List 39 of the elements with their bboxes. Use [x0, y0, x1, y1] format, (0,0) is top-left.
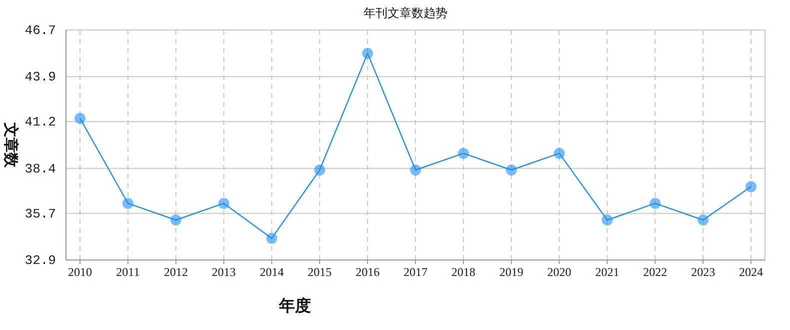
x-tick-label: 2016: [356, 265, 380, 279]
y-tick-label: 41.2: [24, 114, 56, 130]
point: [746, 181, 756, 192]
point: [698, 214, 709, 226]
x-tick-label: 2019: [499, 265, 524, 279]
point: [122, 198, 134, 209]
y-tick-label: 43.9: [24, 70, 56, 85]
point: [362, 48, 374, 59]
point: [74, 112, 86, 124]
point: [218, 198, 230, 209]
x-tick-label: 2020: [547, 265, 572, 279]
point: [650, 198, 661, 209]
x-tick-label: 2018: [451, 265, 476, 279]
chart-title: 年刊文章数趋势: [364, 6, 448, 20]
y-axis-title: 文章数: [2, 122, 20, 168]
point: [266, 232, 278, 244]
point: [458, 148, 469, 159]
point: [314, 164, 326, 176]
x-tick-label: 2015: [308, 265, 332, 279]
point: [602, 214, 613, 226]
x-axis-title: 年度: [278, 296, 311, 315]
x-tick-label: 2023: [691, 265, 716, 279]
x-tick-label: 2022: [643, 265, 668, 279]
y-tick-label: 38.4: [24, 161, 56, 176]
point: [170, 214, 182, 226]
x-tick-label: 2021: [595, 265, 620, 279]
x-tick-label: 2013: [212, 265, 236, 279]
y-tick-label: 46.7: [24, 23, 56, 38]
x-tick-label: 2014: [260, 265, 284, 279]
point: [506, 164, 517, 176]
point: [410, 164, 421, 176]
y-tick-label: 35.7: [24, 206, 56, 222]
point: [554, 148, 565, 159]
x-tick-label: 2024: [739, 265, 763, 279]
x-tick-label: 2011: [116, 265, 140, 279]
x-tick-label: 2012: [164, 265, 188, 279]
x-tick-label: 2017: [404, 265, 428, 279]
y-tick-label: 32.9: [24, 253, 56, 268]
x-tick-label: 2010: [68, 265, 92, 279]
